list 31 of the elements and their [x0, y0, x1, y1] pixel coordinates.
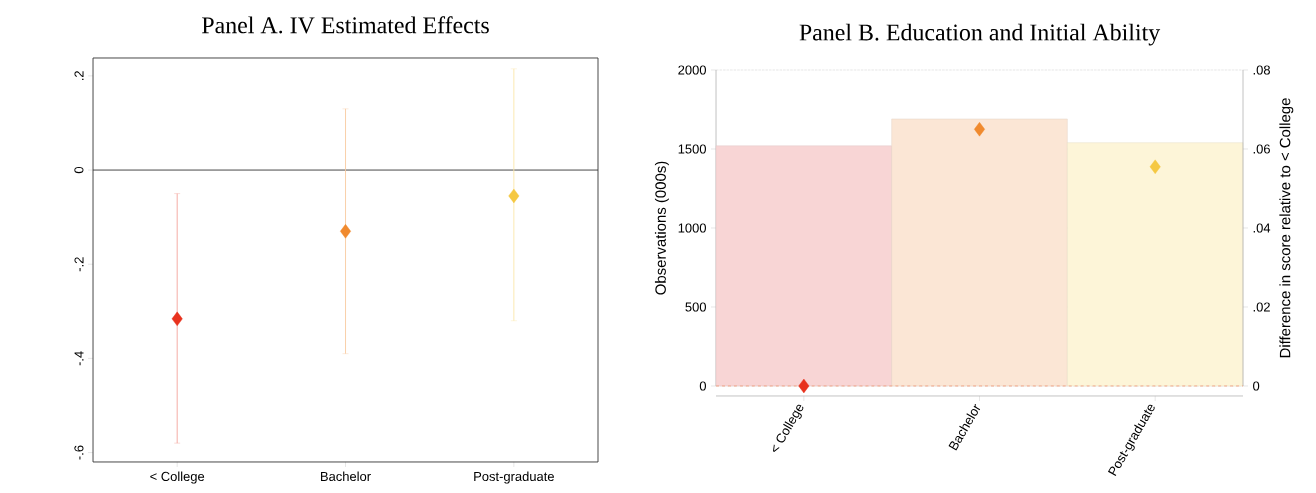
y-axis-title: Observations (000s): [654, 161, 669, 295]
y2-tick-label: .04: [1253, 223, 1271, 233]
y-tick-label: .2: [74, 71, 84, 81]
bar: [891, 118, 1068, 387]
y-tick-label: 2000: [678, 65, 706, 75]
x-tick-label: Bachelor: [321, 471, 371, 482]
y-tick-label: -.4: [74, 351, 84, 366]
y-tick-label: 0: [699, 381, 706, 391]
y-tick-label: 0: [74, 166, 84, 174]
y2-tick-label: .02: [1253, 302, 1270, 312]
point: [171, 311, 183, 327]
x-tick-label: Post-graduate: [474, 471, 554, 484]
bar: [1067, 142, 1244, 387]
y-tick-label: -.2: [74, 257, 84, 272]
chart-title: Panel A. IV Estimated Effects: [202, 16, 489, 34]
y2-tick-label: .06: [1253, 144, 1270, 154]
point: [1149, 159, 1161, 174]
point: [508, 188, 520, 204]
x-tick-label: < College: [150, 471, 205, 484]
point: [974, 122, 985, 137]
point: [340, 224, 351, 239]
y-tick-label: -.6: [74, 445, 84, 460]
y-tick-label: 500: [685, 302, 706, 312]
y2-tick-label: .08: [1253, 65, 1270, 75]
y-tick-label: 1000: [678, 223, 706, 233]
y-tick-label: 1500: [678, 144, 706, 154]
y2-axis-title: Difference in score relative to < College: [1279, 98, 1294, 358]
chart-title: Panel B. Education and Initial Ability: [799, 23, 1161, 46]
point: [798, 378, 810, 394]
y2-tick-label: 0: [1253, 381, 1260, 391]
bar: [715, 145, 892, 387]
